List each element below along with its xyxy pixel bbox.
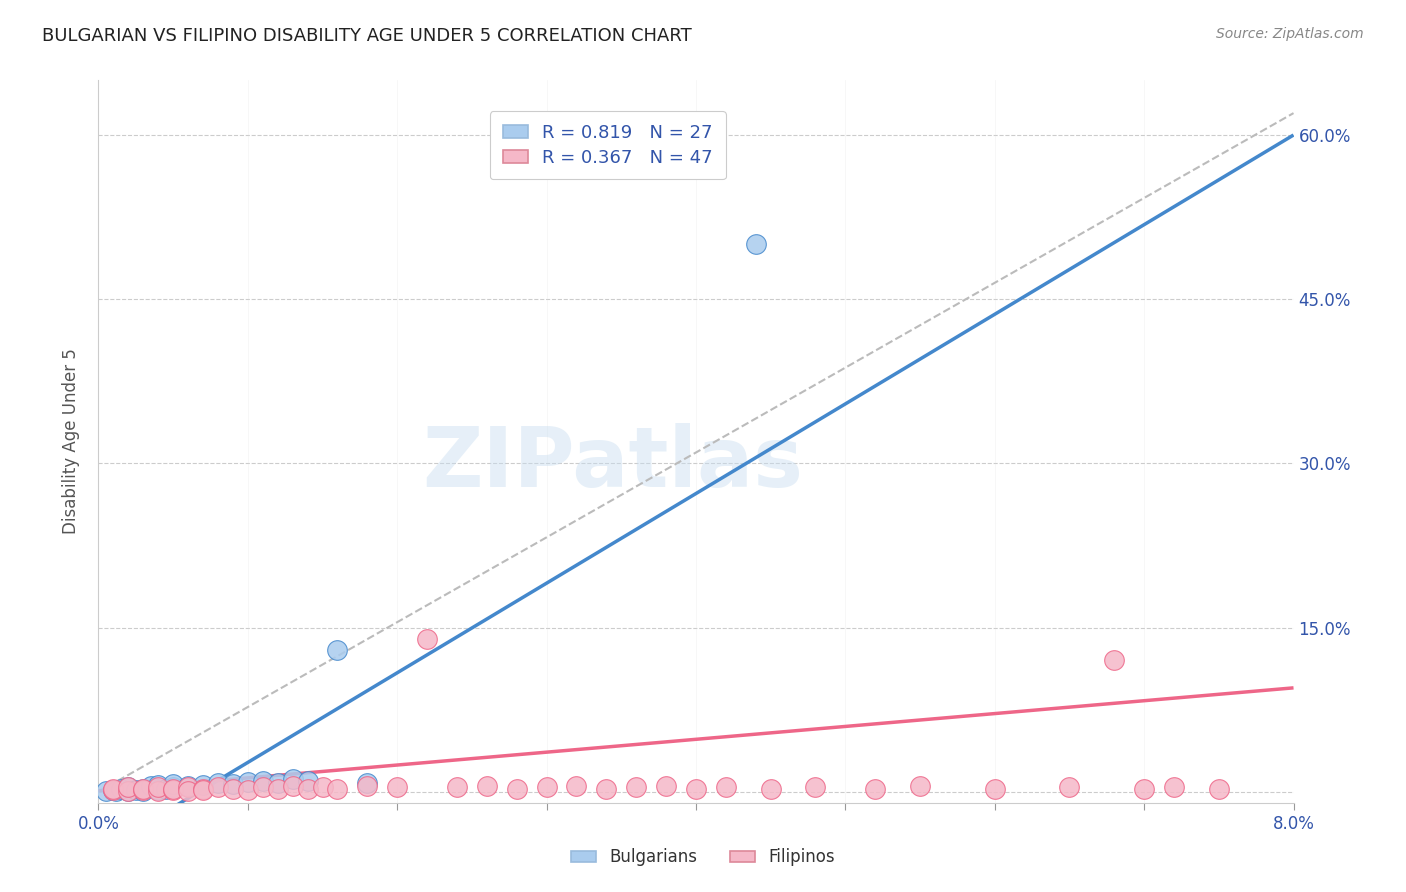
Point xyxy=(103,782,125,797)
Point xyxy=(236,775,259,789)
Point xyxy=(506,781,529,796)
Point xyxy=(132,782,155,797)
Point xyxy=(252,780,274,795)
Point xyxy=(475,780,498,794)
Point xyxy=(207,776,229,790)
Point xyxy=(177,780,200,795)
Point xyxy=(1208,781,1230,796)
Point xyxy=(1059,780,1081,795)
Point xyxy=(281,772,304,786)
Point xyxy=(759,781,782,796)
Point xyxy=(416,632,439,646)
Point xyxy=(1163,780,1185,795)
Point xyxy=(132,781,155,796)
Point xyxy=(626,780,648,795)
Text: BULGARIAN VS FILIPINO DISABILITY AGE UNDER 5 CORRELATION CHART: BULGARIAN VS FILIPINO DISABILITY AGE UND… xyxy=(42,27,692,45)
Y-axis label: Disability Age Under 5: Disability Age Under 5 xyxy=(62,349,80,534)
Point xyxy=(139,780,162,794)
Point xyxy=(385,780,409,795)
Point xyxy=(162,782,184,797)
Point xyxy=(94,784,117,798)
Point xyxy=(177,780,200,794)
Point xyxy=(1133,781,1156,796)
Point xyxy=(536,780,558,795)
Point xyxy=(236,782,259,797)
Legend: Bulgarians, Filipinos: Bulgarians, Filipinos xyxy=(562,840,844,875)
Point xyxy=(297,773,319,788)
Point xyxy=(207,780,229,795)
Point xyxy=(222,777,245,791)
Point xyxy=(252,773,274,788)
Point xyxy=(745,237,768,252)
Point xyxy=(446,780,468,795)
Text: ZIPatlas: ZIPatlas xyxy=(422,423,803,504)
Point xyxy=(177,784,200,798)
Point xyxy=(281,780,304,794)
Text: Source: ZipAtlas.com: Source: ZipAtlas.com xyxy=(1216,27,1364,41)
Point xyxy=(191,778,214,792)
Point xyxy=(117,780,139,795)
Point xyxy=(595,781,617,796)
Point xyxy=(908,780,931,794)
Point xyxy=(222,781,245,796)
Point xyxy=(105,784,128,798)
Point xyxy=(132,784,155,798)
Point xyxy=(804,780,827,795)
Point xyxy=(162,777,184,791)
Point xyxy=(110,781,132,796)
Point xyxy=(148,780,170,795)
Point xyxy=(148,778,170,792)
Point xyxy=(117,780,139,795)
Point xyxy=(984,781,1007,796)
Point xyxy=(655,780,678,794)
Point xyxy=(191,782,214,797)
Point xyxy=(132,781,155,796)
Point xyxy=(162,781,184,796)
Point xyxy=(148,784,170,798)
Point xyxy=(267,781,290,796)
Point xyxy=(311,780,333,795)
Point xyxy=(103,781,125,796)
Point xyxy=(191,781,214,796)
Point xyxy=(117,784,139,798)
Point xyxy=(125,782,148,797)
Point xyxy=(356,780,378,794)
Point xyxy=(326,781,349,796)
Point xyxy=(714,780,737,795)
Point xyxy=(117,784,139,798)
Point xyxy=(103,782,125,797)
Point xyxy=(1104,653,1126,667)
Point xyxy=(565,780,588,794)
Point xyxy=(267,776,290,790)
Point xyxy=(155,781,177,796)
Point xyxy=(148,782,170,797)
Point xyxy=(326,642,349,657)
Point xyxy=(685,781,707,796)
Point xyxy=(865,781,887,796)
Legend: R = 0.819   N = 27, R = 0.367   N = 47: R = 0.819 N = 27, R = 0.367 N = 47 xyxy=(489,111,725,179)
Point xyxy=(297,781,319,796)
Point xyxy=(356,776,378,790)
Point xyxy=(162,780,184,795)
